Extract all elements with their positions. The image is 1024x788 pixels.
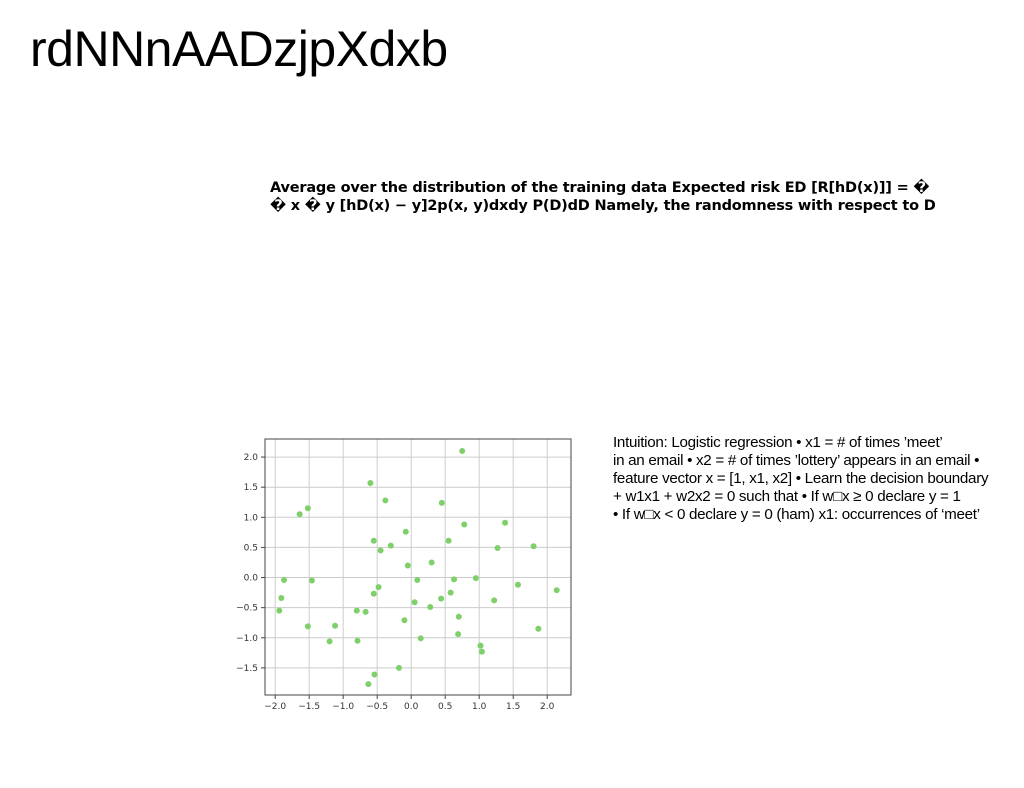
data-point	[382, 497, 389, 504]
data-point	[354, 637, 361, 644]
data-point	[459, 448, 466, 455]
data-point	[455, 631, 462, 638]
x-tick-label: 0.5	[438, 702, 452, 712]
y-tick-label: −0.5	[236, 604, 258, 614]
x-tick-label: 1.5	[506, 702, 520, 712]
data-point	[472, 575, 479, 582]
y-tick-label: 1.5	[244, 483, 258, 493]
data-point	[438, 499, 445, 506]
data-point	[281, 576, 288, 583]
data-point	[502, 519, 509, 526]
x-tick-label: −1.5	[298, 702, 320, 712]
data-point	[427, 604, 434, 611]
data-point	[304, 505, 311, 512]
data-point	[370, 537, 377, 544]
data-point	[491, 597, 498, 604]
expected-risk-line: Average over the distribution of the tra…	[270, 180, 930, 196]
y-tick-label: 0.0	[244, 574, 259, 584]
data-point	[308, 577, 315, 584]
data-point	[353, 607, 360, 614]
data-point	[402, 528, 409, 535]
intuition-line: Intuition: Logistic regression • x1 = # …	[613, 434, 943, 451]
y-tick-label: −1.5	[236, 664, 258, 674]
data-point	[530, 543, 537, 550]
data-point	[417, 635, 424, 642]
data-point	[304, 623, 311, 630]
data-point	[365, 681, 372, 688]
x-tick-label: 2.0	[540, 702, 555, 712]
x-tick-label: −1.0	[332, 702, 354, 712]
intuition-line: + w1x1 + w2x2 = 0 such that • If w□x ≥ 0…	[613, 488, 961, 505]
x-tick-label: 0.0	[404, 702, 419, 712]
expected-risk-line: � x � y [hD(x) − y]2p(x, y)dxdy P(D)dD N…	[270, 198, 936, 214]
intuition-line: • If w□x < 0 declare y = 0 (ham) x1: occ…	[613, 506, 980, 523]
x-tick-label: 1.0	[472, 702, 487, 712]
data-point	[362, 608, 369, 615]
data-point	[478, 648, 485, 655]
data-point	[395, 664, 402, 671]
data-point	[455, 613, 462, 620]
data-point	[326, 638, 333, 645]
data-point	[278, 595, 285, 602]
data-points	[276, 448, 560, 688]
data-point	[514, 581, 521, 588]
y-tick-label: 1.0	[244, 513, 259, 523]
scatter-plot-svg: −2.0 −1.5 −1.0 −0.5 0.0 0.5 1.0 1.5 2.0 2.0 1.5 1.0…	[236, 438, 572, 712]
data-point	[276, 607, 283, 614]
data-point	[553, 587, 560, 594]
data-point	[411, 599, 418, 606]
grid-lines	[265, 439, 571, 695]
data-point	[401, 617, 408, 624]
data-point	[367, 479, 374, 486]
plot-frame	[264, 438, 572, 696]
data-point	[377, 547, 384, 554]
data-point	[447, 589, 454, 596]
data-point	[371, 671, 378, 678]
data-point	[451, 576, 458, 583]
x-tick-label: −2.0	[264, 702, 286, 712]
data-point	[477, 642, 484, 649]
data-point	[535, 625, 542, 632]
data-point	[461, 521, 468, 528]
data-point	[296, 511, 303, 518]
expected-risk-text: Average over the distribution of the tra…	[270, 179, 950, 215]
axis-ticks: −2.0 −1.5 −1.0 −0.5 0.0 0.5 1.0 1.5 2.0 2.0 1.5 1.0…	[236, 453, 554, 712]
intuition-line: feature vector x = [1, x1, x2] • Learn t…	[613, 470, 989, 487]
data-point	[494, 545, 501, 552]
data-point	[445, 537, 452, 544]
data-point	[332, 622, 339, 629]
data-point	[414, 576, 421, 583]
data-point	[370, 590, 377, 597]
data-point	[375, 584, 382, 591]
intuition-text: Intuition: Logistic regression • x1 = # …	[613, 434, 1024, 524]
data-point	[428, 559, 435, 566]
data-point	[438, 595, 445, 602]
y-tick-label: 2.0	[244, 453, 259, 463]
intuition-line: in an email • x2 = # of times ’lottery’ …	[613, 452, 980, 469]
data-point	[404, 562, 411, 569]
slide-title: rdNNnAADzjpXdxb	[30, 21, 448, 77]
y-tick-label: −1.0	[236, 634, 258, 644]
y-tick-label: 0.5	[244, 543, 258, 553]
data-point	[387, 542, 394, 549]
scatter-chart: −2.0 −1.5 −1.0 −0.5 0.0 0.5 1.0 1.5 2.0 2.0 1.5 1.0…	[232, 430, 582, 725]
x-tick-label: −0.5	[366, 702, 388, 712]
